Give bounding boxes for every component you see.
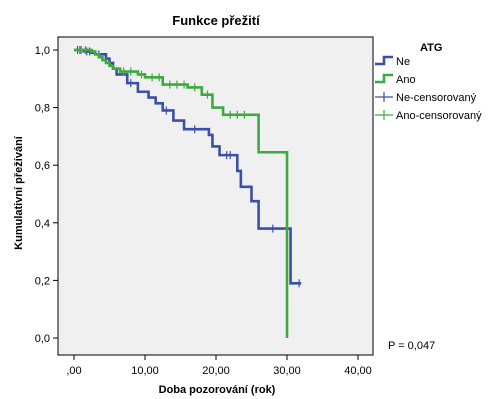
chart-title: Funkce přežití (172, 13, 260, 28)
series-ne-line (74, 48, 302, 285)
legend-title: ATG (420, 42, 442, 54)
legend-censor-swatch (375, 92, 393, 102)
p-value-annotation: P = 0,047 (388, 340, 435, 352)
x-tick-label: 40,00 (344, 365, 372, 377)
y-tick-label: 0,6 (35, 160, 50, 172)
y-axis-label: Kumulativní přežívání (13, 135, 25, 250)
legend-label: Ne (396, 56, 410, 68)
legend-swatch-ne (375, 55, 393, 66)
y-tick-label: 1,0 (35, 45, 50, 57)
y-tick-label: 0,0 (35, 333, 50, 345)
y-tick-label: 0,2 (35, 275, 50, 287)
legend: ATG Ne Ano Ne-censorovaný Ano-censorovaný (375, 42, 482, 122)
y-tick-label: 0,4 (35, 218, 50, 230)
x-axis-label: Doba pozorování (rok) (159, 384, 276, 396)
legend-swatch-ano (375, 73, 393, 84)
legend-label: Ano (396, 74, 416, 86)
series-layer (74, 46, 302, 338)
x-tick-label: 10,00 (131, 365, 159, 377)
y-axis: 0,0 0,2 0,4 0,6 0,8 1,0 (35, 45, 58, 345)
legend-label: Ne-censorovaný (396, 92, 477, 104)
plot-area (57, 36, 374, 356)
x-tick-label: ,00 (66, 365, 81, 377)
series-ano-line (74, 48, 289, 338)
legend-label: Ano-censorovaný (396, 110, 482, 122)
x-tick-label: 20,00 (202, 365, 230, 377)
x-tick-label: 30,00 (273, 365, 301, 377)
x-axis: ,00 10,00 20,00 30,00 40,00 (66, 355, 372, 377)
y-tick-label: 0,8 (35, 103, 50, 115)
legend-censor-swatch (375, 110, 393, 120)
